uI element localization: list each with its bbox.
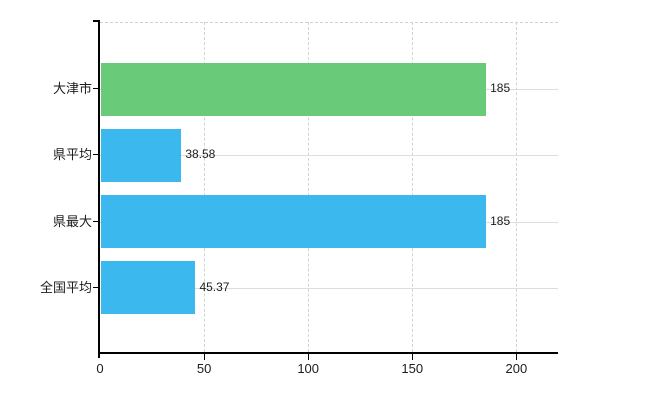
x-tick-label: 150 <box>401 361 424 376</box>
x-axis-line <box>98 352 558 354</box>
x-axis-tick <box>412 354 414 360</box>
gridline-vertical <box>204 22 206 352</box>
bar-2[interactable] <box>101 128 182 182</box>
x-axis-tick <box>308 354 310 360</box>
gridline-horizontal <box>100 155 558 157</box>
bar-value-label: 185 <box>490 81 511 95</box>
x-tick-label: 200 <box>505 361 528 376</box>
gridline-vertical <box>308 22 310 352</box>
bar-1[interactable] <box>101 62 487 116</box>
y-axis-top-tick <box>93 20 100 22</box>
y-axis-tick <box>93 286 100 288</box>
category-label: 大津市 <box>52 81 92 96</box>
x-tick-label: 0 <box>96 361 104 376</box>
bar-value-label: 38.58 <box>185 147 216 162</box>
category-label: 県最大 <box>52 213 92 229</box>
x-axis-tick <box>204 354 206 360</box>
plot-top-gridline <box>100 22 558 23</box>
x-tick-label: 50 <box>196 361 212 376</box>
category-label: 全国平均 <box>39 279 92 295</box>
gridline-vertical <box>412 22 414 352</box>
gridline-horizontal <box>100 287 558 289</box>
bar-4[interactable] <box>101 261 196 315</box>
category-label: 県平均 <box>52 147 92 163</box>
x-axis-tick <box>516 354 518 360</box>
x-tick-label: 100 <box>297 361 320 376</box>
bar-3[interactable] <box>101 195 487 249</box>
bar-value-label: 45.37 <box>199 279 230 294</box>
bar-value-label: 185 <box>490 213 511 228</box>
y-axis-tick <box>93 220 100 222</box>
y-axis-tick <box>93 154 100 156</box>
y-axis-line <box>98 20 100 358</box>
y-axis-tick <box>93 88 100 89</box>
gridline-vertical <box>516 22 518 352</box>
